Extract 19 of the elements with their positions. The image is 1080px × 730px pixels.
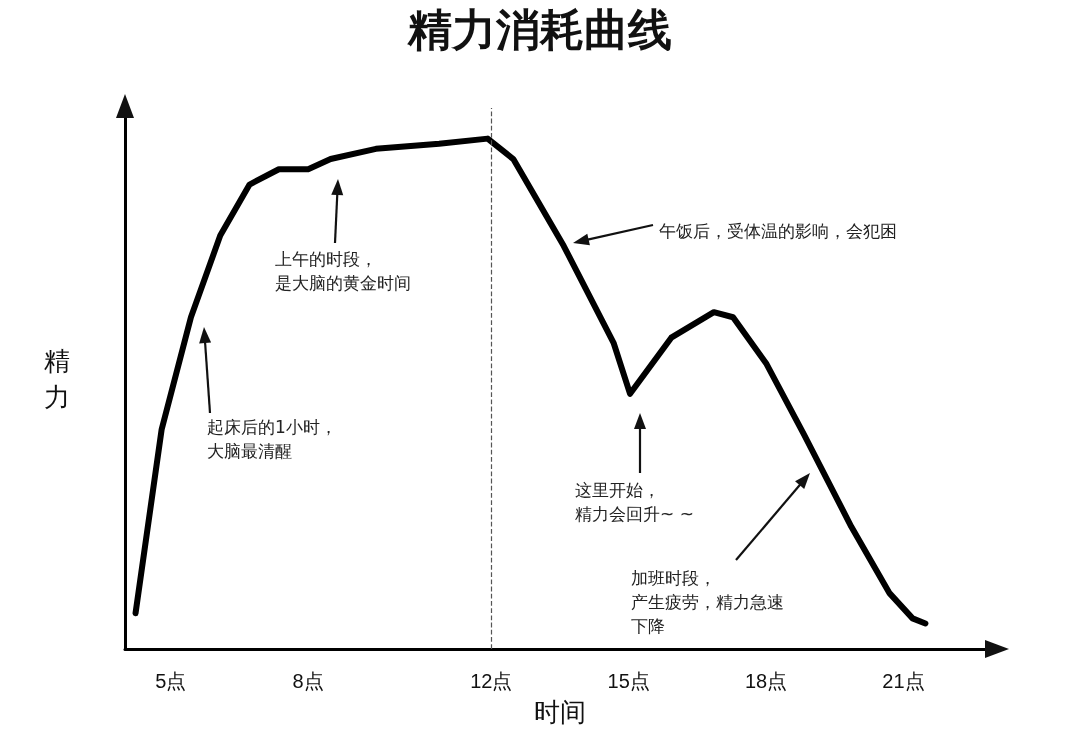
- chart-title: 精力消耗曲线: [407, 3, 672, 55]
- annotation: 这里开始，: [575, 479, 660, 502]
- x-tick-label: 18点: [744, 670, 788, 692]
- annotation: 起床后的1小时，: [207, 416, 337, 439]
- annotation: 加班时段，: [631, 567, 716, 590]
- x-tick-label: 5点: [155, 670, 187, 692]
- x-tick-label: 21点: [882, 670, 925, 692]
- annotation: 是大脑的黄金时间: [275, 272, 411, 295]
- annotation: 精力会回升~ ~: [575, 503, 694, 526]
- x-axis-title: 时间: [534, 697, 586, 727]
- annotation: 下降: [631, 615, 665, 638]
- annotation: 午饭后，受体温的影响，会犯困: [659, 220, 897, 243]
- y-axis-title: 精力: [44, 345, 70, 412]
- x-tick-label: 8点: [292, 670, 324, 692]
- x-tick-label: 15点: [607, 670, 650, 692]
- annotation: 产生疲劳，精力急速: [631, 591, 784, 614]
- annotation: 上午的时段，: [275, 248, 377, 271]
- annotation: 大脑最清醒: [207, 440, 292, 463]
- x-tick-label: 12点: [470, 670, 513, 692]
